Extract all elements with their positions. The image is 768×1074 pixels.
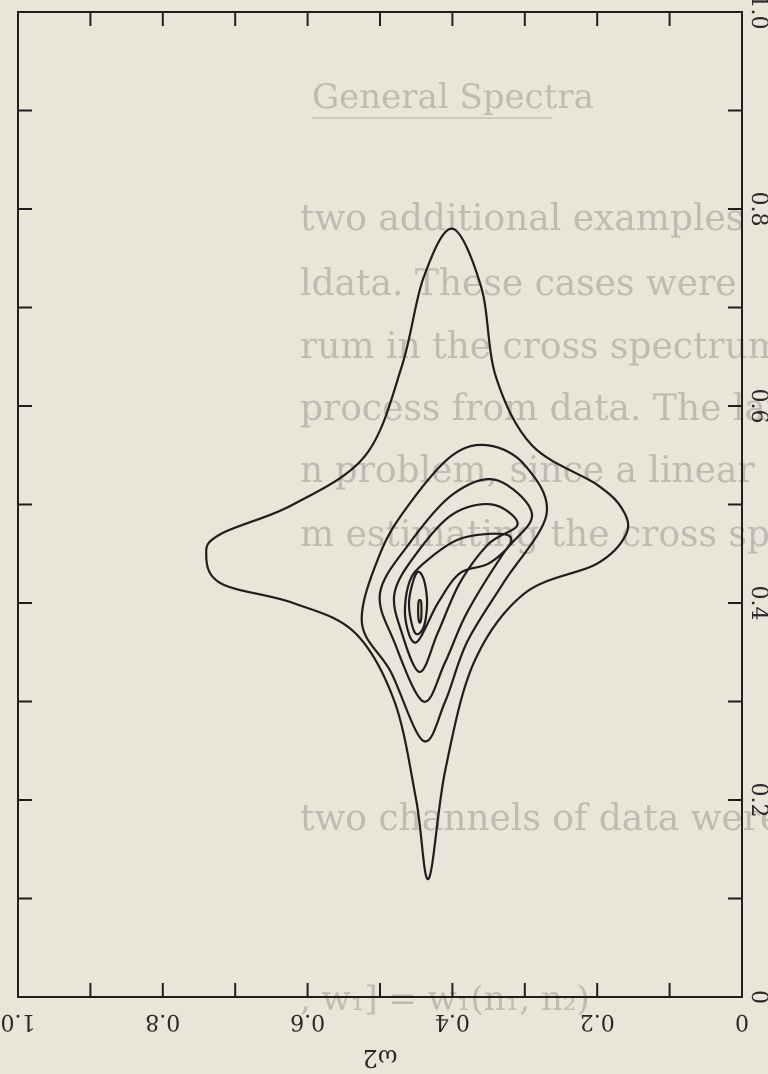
y-tick-label-3: 0.6 bbox=[746, 389, 768, 424]
contour-level-6 bbox=[407, 570, 429, 636]
y-tick-labels: 0 0.2 0.4 0.6 0.8 1.0 bbox=[746, 0, 768, 1004]
svg-text:two additional examples: two additional examples bbox=[300, 198, 744, 239]
contour-level-4 bbox=[392, 503, 519, 674]
svg-text:process from data. The lat: process from data. The lat bbox=[300, 388, 768, 429]
contour-lines bbox=[205, 227, 630, 880]
tick-marks bbox=[17, 11, 743, 998]
svg-text:m estimating the cross spec: m estimating the cross spec bbox=[300, 514, 768, 555]
x-tick-label-3: 0.6 bbox=[290, 1009, 325, 1034]
svg-text:n problem, since a linear sys: n problem, since a linear sys bbox=[300, 450, 768, 491]
y-tick-label-4: 0.8 bbox=[746, 192, 768, 227]
contour-level-2 bbox=[360, 443, 549, 743]
y-tick-label-2: 0.4 bbox=[746, 586, 768, 621]
contour-level-1 bbox=[205, 227, 630, 880]
svg-text:General Spectra: General Spectra bbox=[312, 77, 594, 117]
contour-level-3 bbox=[378, 478, 534, 703]
y-tick-label-1: 0.2 bbox=[746, 783, 768, 818]
y-tick-label-0: 0 bbox=[746, 990, 768, 1004]
svg-text:two channels of data were: two channels of data were bbox=[300, 798, 768, 839]
contour-level-7 bbox=[417, 598, 423, 624]
x-tick-label-2: 0.4 bbox=[435, 1009, 470, 1034]
x-tick-label-5: 1.0 bbox=[1, 1009, 36, 1034]
svg-text:, w₁] = w₁(n₁, n₂): , w₁] = w₁(n₁, n₂) bbox=[300, 979, 590, 1019]
svg-text:rum in the cross spectrum and: rum in the cross spectrum and bbox=[300, 326, 768, 367]
plot-frame bbox=[17, 11, 743, 998]
plot-area bbox=[17, 11, 743, 998]
contour-level-5 bbox=[403, 532, 513, 644]
x-tick-label-0: 0 bbox=[735, 1009, 749, 1034]
x-tick-label-4: 0.8 bbox=[145, 1009, 180, 1034]
x-tick-labels: 0 0.2 0.4 0.6 0.8 1.0 bbox=[1, 1009, 750, 1034]
svg-text:ldata. These cases were: ldata. These cases were bbox=[300, 263, 737, 304]
bleed-through-text: General Spectra two additional examples … bbox=[300, 77, 768, 1019]
x-axis-label: ω2 bbox=[363, 1044, 398, 1072]
x-tick-label-1: 0.2 bbox=[580, 1009, 615, 1034]
y-tick-label-5: 1.0 bbox=[746, 0, 768, 30]
